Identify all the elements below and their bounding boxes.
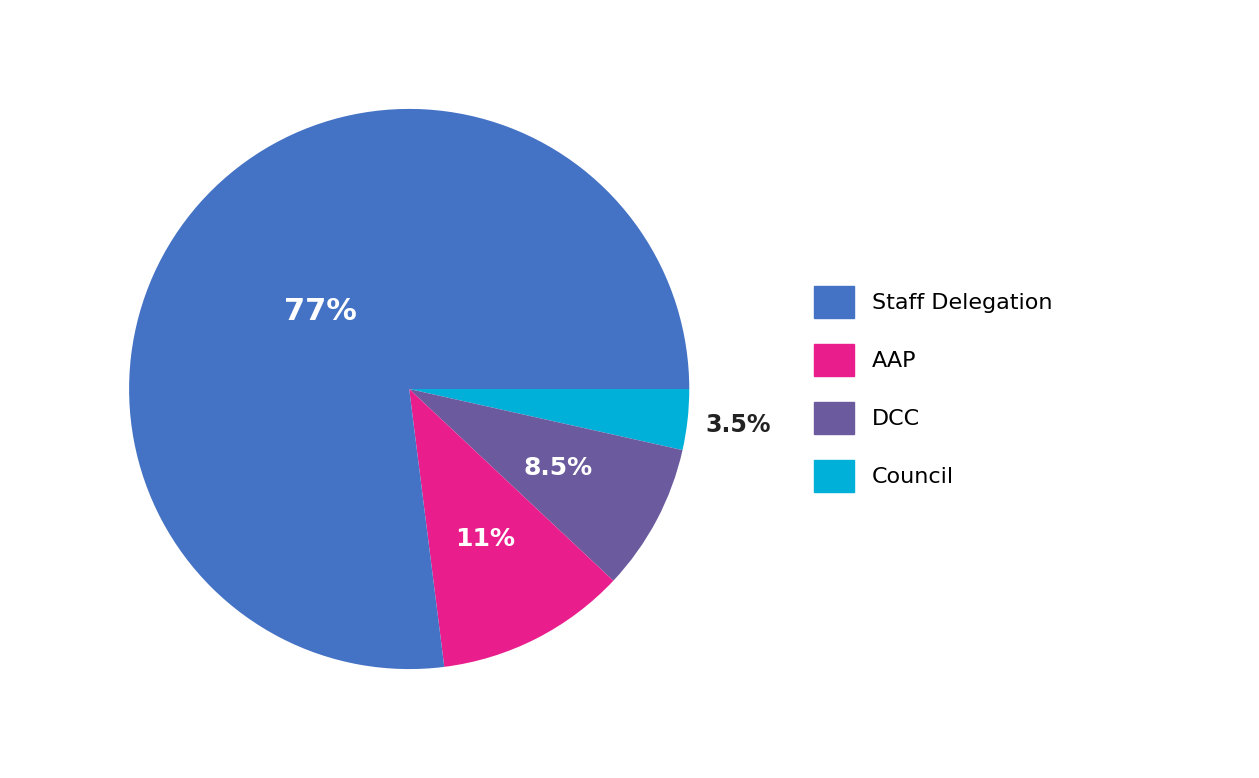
Text: 3.5%: 3.5% (705, 413, 771, 437)
Text: 77%: 77% (285, 296, 358, 326)
Wedge shape (409, 389, 682, 580)
Text: 8.5%: 8.5% (524, 456, 592, 479)
Wedge shape (409, 389, 689, 450)
Wedge shape (130, 109, 689, 669)
Wedge shape (409, 389, 613, 667)
Legend: Staff Delegation, AAP, DCC, Council: Staff Delegation, AAP, DCC, Council (806, 277, 1061, 501)
Text: 11%: 11% (456, 527, 515, 551)
